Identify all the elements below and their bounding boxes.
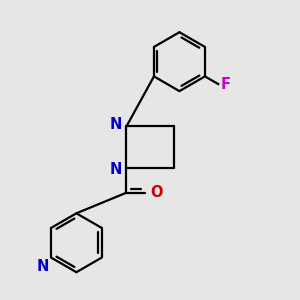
Text: O: O [150, 185, 163, 200]
Text: N: N [36, 259, 49, 274]
Text: N: N [110, 118, 122, 133]
Text: F: F [220, 76, 231, 92]
Text: N: N [110, 162, 122, 177]
